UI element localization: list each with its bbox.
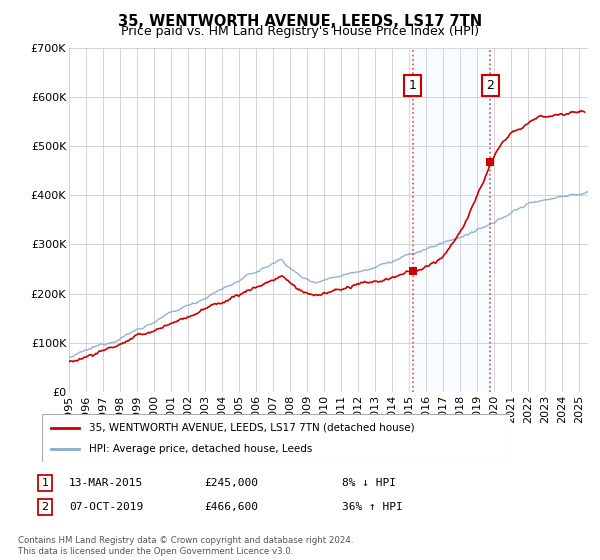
- Text: Contains HM Land Registry data © Crown copyright and database right 2024.
This d: Contains HM Land Registry data © Crown c…: [18, 536, 353, 556]
- Text: 8% ↓ HPI: 8% ↓ HPI: [342, 478, 396, 488]
- FancyBboxPatch shape: [42, 414, 510, 462]
- Text: 35, WENTWORTH AVENUE, LEEDS, LS17 7TN: 35, WENTWORTH AVENUE, LEEDS, LS17 7TN: [118, 14, 482, 29]
- Text: 07-OCT-2019: 07-OCT-2019: [69, 502, 143, 512]
- Text: HPI: Average price, detached house, Leeds: HPI: Average price, detached house, Leed…: [89, 444, 312, 454]
- Bar: [413, 48, 490, 392]
- Text: 1: 1: [409, 79, 416, 92]
- Text: 13-MAR-2015: 13-MAR-2015: [69, 478, 143, 488]
- Text: 2: 2: [487, 79, 494, 92]
- Text: 1: 1: [41, 478, 49, 488]
- Text: 2: 2: [41, 502, 49, 512]
- Text: 36% ↑ HPI: 36% ↑ HPI: [342, 502, 403, 512]
- Text: 35, WENTWORTH AVENUE, LEEDS, LS17 7TN (detached house): 35, WENTWORTH AVENUE, LEEDS, LS17 7TN (d…: [89, 423, 415, 433]
- Text: Price paid vs. HM Land Registry's House Price Index (HPI): Price paid vs. HM Land Registry's House …: [121, 25, 479, 38]
- Text: £466,600: £466,600: [204, 502, 258, 512]
- Text: £245,000: £245,000: [204, 478, 258, 488]
